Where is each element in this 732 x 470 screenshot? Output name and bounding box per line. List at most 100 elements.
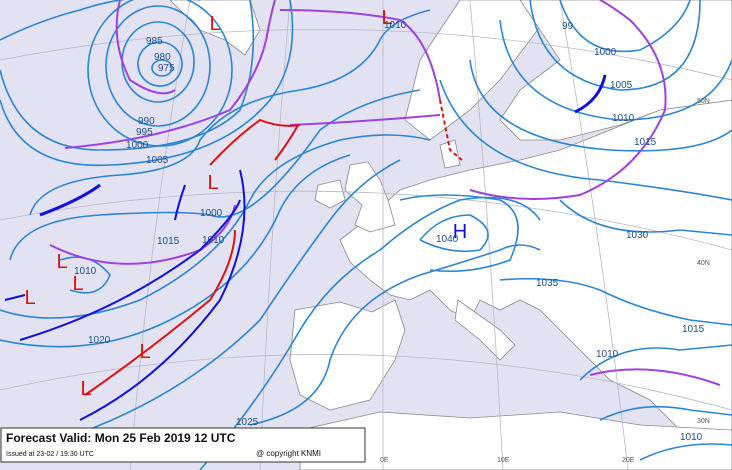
fronts-part — [574, 74, 607, 114]
isobars-part — [105, 5, 211, 127]
isobar-label: 1035 — [536, 278, 559, 289]
fronts-part — [279, 9, 441, 101]
isobars-part — [0, 0, 200, 41]
isobars-part — [599, 405, 732, 421]
fronts-part — [64, 0, 276, 149]
isobars-part — [137, 41, 183, 87]
fronts-part — [469, 0, 667, 200]
issued-at: Issued at 23-02 / 19:30 UTC — [6, 451, 94, 458]
isobars-part — [639, 443, 732, 461]
pressure-center: L — [72, 273, 83, 295]
isobars-part — [559, 0, 691, 53]
isobar-label: 1015 — [634, 137, 657, 148]
isobars-part — [151, 59, 173, 77]
isobar-label: 99 — [562, 21, 574, 32]
isobars-part — [249, 244, 541, 426]
isobar-label: 1000 — [200, 208, 223, 219]
pressure-center: L — [139, 341, 150, 363]
isobars-part — [0, 0, 255, 151]
fronts-part — [49, 204, 236, 265]
fronts — [4, 0, 721, 421]
isobars-part — [59, 256, 111, 294]
graticule-part — [0, 28, 732, 81]
isobars-part — [559, 199, 732, 236]
isobars-part — [0, 134, 431, 319]
isobars-part — [419, 214, 489, 253]
isobars-part — [499, 277, 732, 326]
fronts-part — [115, 0, 176, 95]
isobars-part — [469, 59, 732, 152]
forecast-valid: Forecast Valid: Mon 25 Feb 2019 12 UTC — [6, 431, 236, 445]
copyright: @ copyright KNMI — [256, 449, 321, 458]
isobars-part — [29, 9, 431, 216]
isobars-part — [439, 79, 732, 201]
fronts-part — [19, 199, 241, 341]
pressure-center: L — [207, 172, 218, 194]
fronts-part — [39, 183, 101, 217]
isobar-label: 1040 — [436, 234, 459, 245]
land-part — [454, 299, 516, 361]
fronts-part — [589, 368, 721, 386]
isobar-label: 1010 — [596, 349, 619, 360]
footer-box — [0, 427, 366, 463]
land-part — [344, 161, 396, 233]
fronts-part — [209, 118, 301, 166]
isobar-label: 1005 — [610, 80, 633, 91]
isobar-label: 1005 — [146, 155, 169, 166]
isobars-part — [579, 344, 732, 381]
fronts-part — [79, 169, 246, 421]
grid-label: 20E — [622, 457, 635, 464]
pressure-center: L — [209, 13, 220, 35]
isobar-label: 1025 — [236, 417, 259, 428]
grid-label: 10E — [497, 457, 510, 464]
fronts-part — [4, 294, 26, 301]
land-part — [299, 411, 732, 470]
isobar-label: 1010 — [202, 235, 225, 246]
isobar-label: 1015 — [682, 324, 705, 335]
isobar-label: 975 — [158, 63, 175, 74]
isobar-label: 995 — [136, 127, 153, 138]
isobars-part — [0, 154, 351, 348]
graticule-part — [559, 0, 629, 470]
isobars-part — [9, 89, 421, 261]
land-part — [314, 179, 346, 209]
pressure-center: H — [453, 221, 467, 243]
isobar-label: 1020 — [88, 335, 111, 346]
isobar-label: 1015 — [157, 236, 180, 247]
graticule-part — [259, 0, 291, 470]
grid-label: 0E — [380, 457, 389, 464]
pressure-center: L — [381, 7, 392, 29]
isobar-label: 1010 — [612, 113, 635, 124]
fronts-part — [174, 184, 186, 221]
fronts-part — [439, 99, 463, 161]
graticule-part — [0, 354, 732, 411]
pressure-center: L — [80, 378, 91, 400]
isobar-label: 1010 — [384, 20, 407, 31]
grid-label: 30N — [697, 418, 710, 425]
labels: L LLLLLLLH9859809759909951000100510101015… — [24, 7, 709, 464]
isobar-label: 980 — [154, 52, 171, 63]
isobar-label: 1030 — [626, 230, 649, 241]
pressure-center: L — [24, 287, 35, 309]
fronts-part — [84, 229, 236, 396]
isobar-label: 1010 — [680, 432, 703, 443]
isobars-part — [399, 194, 519, 273]
fronts-part — [289, 114, 441, 126]
isobar-label: 1000 — [126, 140, 149, 151]
footer: Forecast Valid: Mon 25 Feb 2019 12 UTC I… — [0, 427, 366, 463]
grid-label: 40N — [697, 260, 710, 267]
isobars-part — [59, 159, 401, 441]
isobars-part — [529, 0, 701, 91]
fronts-part — [274, 124, 299, 161]
isobar-label: 990 — [138, 116, 155, 127]
grid-label: 50N — [697, 98, 710, 105]
land-part — [404, 0, 561, 141]
land-part — [439, 139, 461, 169]
graticule-part — [0, 190, 732, 251]
graticule-part — [129, 0, 191, 470]
isobar-label: 985 — [146, 36, 163, 47]
isobar-label: 1010 — [74, 266, 97, 277]
